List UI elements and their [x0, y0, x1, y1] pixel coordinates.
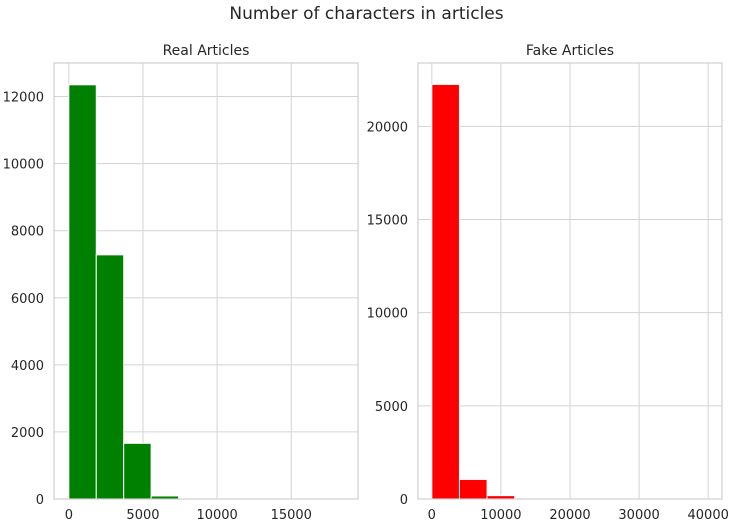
real-ytick-label: 10000 [3, 158, 44, 173]
fake-ytick-label: 5000 [375, 400, 408, 415]
fake-axes-frame [417, 62, 723, 500]
fake-xtick-label: 30000 [618, 508, 659, 523]
real-ytick-label: 2000 [11, 426, 44, 441]
real-ytick-label: 4000 [11, 359, 44, 374]
real-bar-0 [68, 84, 97, 500]
fake-xtick-label: 0 [428, 508, 436, 523]
fake-bar-1 [458, 478, 488, 500]
real-xtick-label: 0 [65, 508, 73, 523]
real-ytick-label: 6000 [11, 292, 44, 307]
real-xtick-label: 5000 [126, 508, 159, 523]
real-xtick-label: 10000 [196, 508, 237, 523]
real-ytick-label: 0 [36, 493, 44, 508]
figure-suptitle: Number of characters in articles [229, 4, 504, 24]
fake-xtick-label: 20000 [549, 508, 590, 523]
fake-ytick-label: 10000 [367, 307, 408, 322]
fake-bar-0 [431, 83, 460, 500]
real-xtick-label: 15000 [271, 508, 312, 523]
real-ytick-label: 8000 [11, 225, 44, 240]
real-ytick-label: 12000 [3, 91, 44, 106]
real-bar-2 [123, 442, 152, 500]
real-bar-1 [95, 254, 125, 500]
fake-ytick-label: 20000 [367, 120, 408, 135]
fake-ytick-label: 0 [400, 493, 408, 508]
fake-title: Fake Articles [526, 43, 614, 59]
fake-xtick-label: 10000 [480, 508, 521, 523]
fake-ytick-label: 15000 [367, 214, 408, 229]
real-axes-frame [53, 62, 359, 500]
fake-xtick-label: 40000 [688, 508, 729, 523]
real-title: Real Articles [163, 43, 250, 59]
